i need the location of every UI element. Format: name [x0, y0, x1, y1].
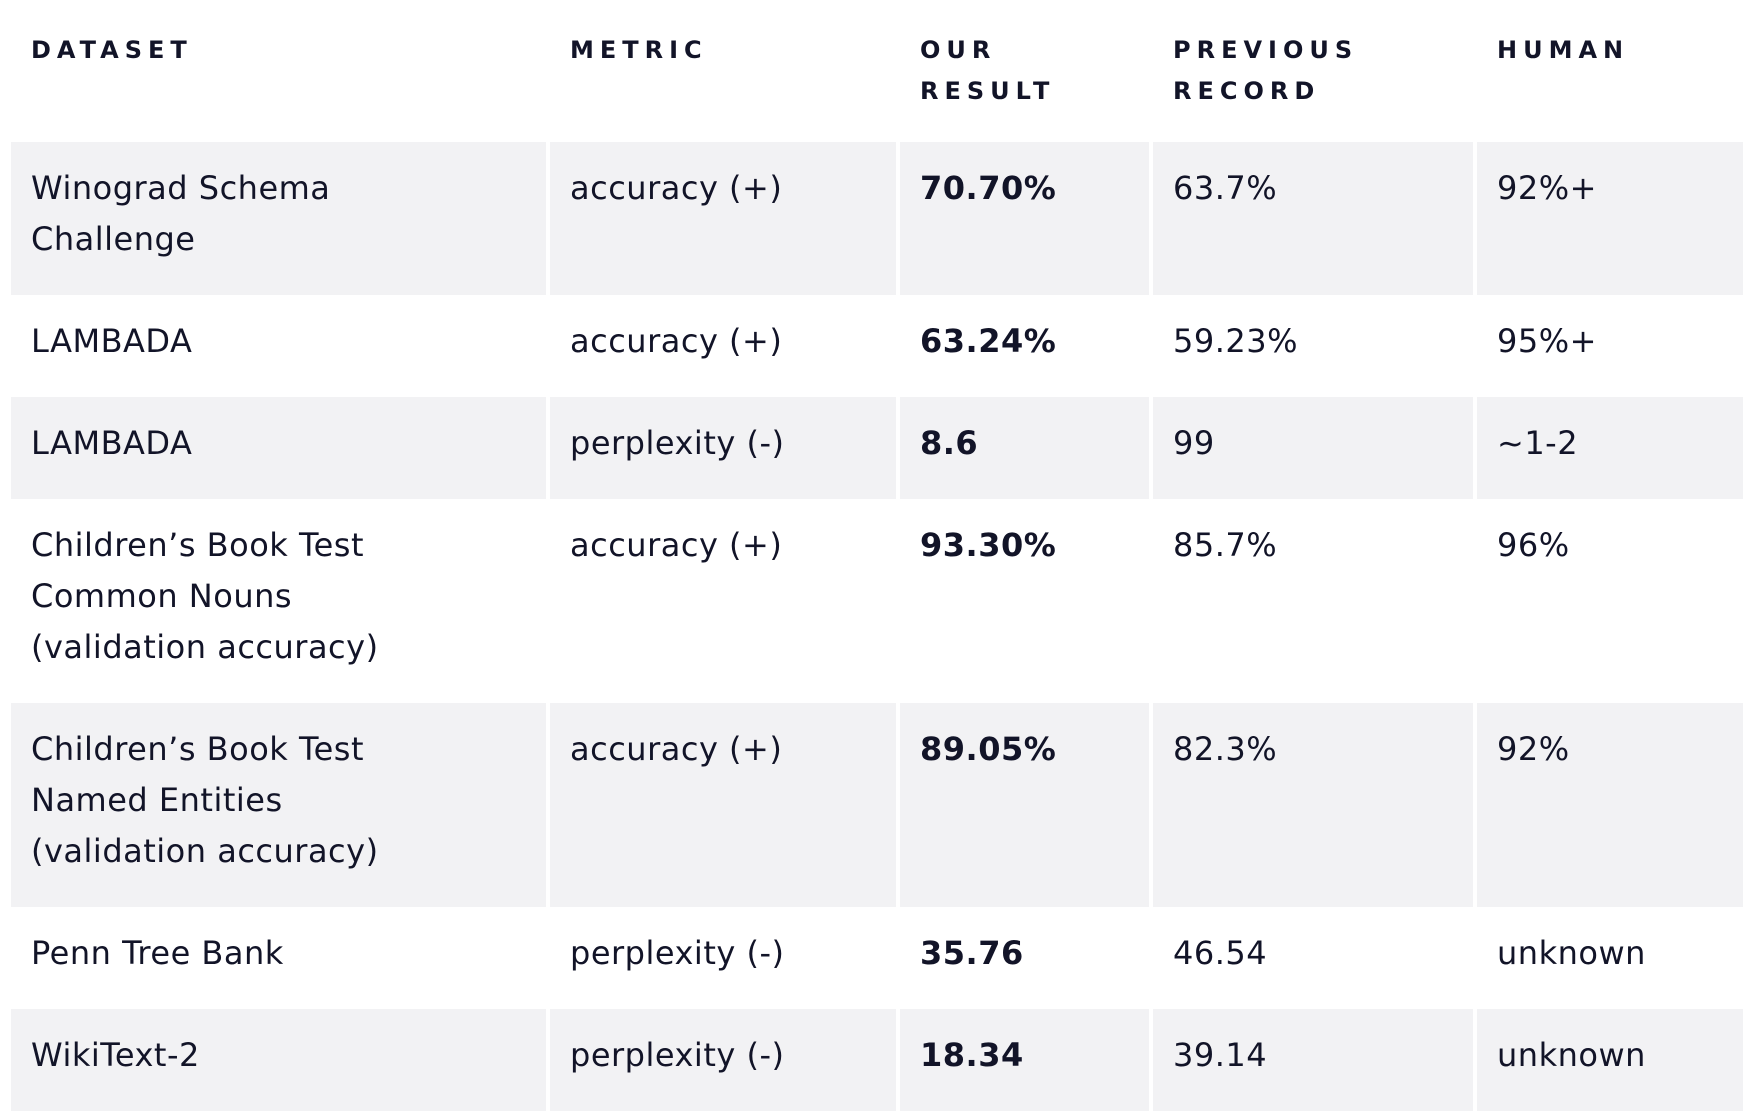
cell-previous-record: 59.23% — [1173, 322, 1299, 360]
results-table: DATASET METRIC OUR RESULT PREVIOUS RECOR… — [7, 0, 1746, 1111]
cell-dataset: Winograd Schema Challenge — [11, 142, 546, 295]
header-human: HUMAN — [1497, 36, 1630, 64]
results-table-container: DATASET METRIC OUR RESULT PREVIOUS RECOR… — [11, 0, 1743, 1111]
table-row: WikiText-2 perplexity (-) 18.34 39.14 un… — [11, 1009, 1743, 1111]
header-dataset: DATASET — [31, 36, 193, 64]
cell-previous-record: 85.7% — [1173, 526, 1278, 564]
cell-human: unknown — [1477, 1009, 1743, 1111]
cell-human: unknown — [1497, 934, 1646, 972]
cell-our-result: 18.34 — [900, 1009, 1149, 1111]
cell-dataset: Children’s Book Test Named Entities (val… — [11, 703, 546, 907]
table-row: Penn Tree Bank perplexity (-) 35.76 46.5… — [11, 907, 1743, 1009]
cell-previous-record: 46.54 — [1173, 934, 1268, 972]
cell-metric: accuracy (+) — [570, 322, 783, 360]
cell-previous-record: 63.7% — [1153, 142, 1473, 295]
cell-metric: perplexity (-) — [570, 934, 785, 972]
table-row: Winograd Schema Challenge accuracy (+) 7… — [11, 142, 1743, 295]
cell-metric: accuracy (+) — [570, 526, 783, 564]
cell-human: ~1-2 — [1477, 397, 1743, 499]
cell-human: 96% — [1497, 526, 1570, 564]
cell-our-result: 35.76 — [920, 934, 1024, 972]
cell-dataset: LAMBADA — [31, 322, 193, 360]
cell-dataset: Penn Tree Bank — [31, 934, 284, 972]
header-previous-record: PREVIOUS RECORD — [1173, 36, 1359, 105]
header-row: DATASET METRIC OUR RESULT PREVIOUS RECOR… — [11, 0, 1743, 142]
header-metric: METRIC — [570, 36, 708, 64]
table-row: Children’s Book Test Common Nouns (valid… — [11, 499, 1743, 703]
cell-dataset: Children’s Book Test Common Nouns (valid… — [31, 526, 379, 666]
cell-dataset: LAMBADA — [11, 397, 546, 499]
cell-human: 92%+ — [1477, 142, 1743, 295]
cell-our-result: 93.30% — [920, 526, 1057, 564]
cell-our-result: 8.6 — [900, 397, 1149, 499]
cell-previous-record: 99 — [1153, 397, 1473, 499]
cell-metric: accuracy (+) — [550, 703, 896, 907]
cell-previous-record: 82.3% — [1153, 703, 1473, 907]
table-row: LAMBADA accuracy (+) 63.24% 59.23% 95%+ — [11, 295, 1743, 397]
table-row: LAMBADA perplexity (-) 8.6 99 ~1-2 — [11, 397, 1743, 499]
cell-human: 92% — [1477, 703, 1743, 907]
cell-metric: accuracy (+) — [550, 142, 896, 295]
cell-metric: perplexity (-) — [550, 1009, 896, 1111]
cell-previous-record: 39.14 — [1153, 1009, 1473, 1111]
cell-our-result: 89.05% — [900, 703, 1149, 907]
cell-human: 95%+ — [1497, 322, 1597, 360]
cell-our-result: 63.24% — [920, 322, 1057, 360]
cell-dataset: WikiText-2 — [11, 1009, 546, 1111]
header-our-result: OUR RESULT — [920, 36, 1056, 105]
cell-metric: perplexity (-) — [550, 397, 896, 499]
table-row: Children’s Book Test Named Entities (val… — [11, 703, 1743, 907]
cell-our-result: 70.70% — [900, 142, 1149, 295]
